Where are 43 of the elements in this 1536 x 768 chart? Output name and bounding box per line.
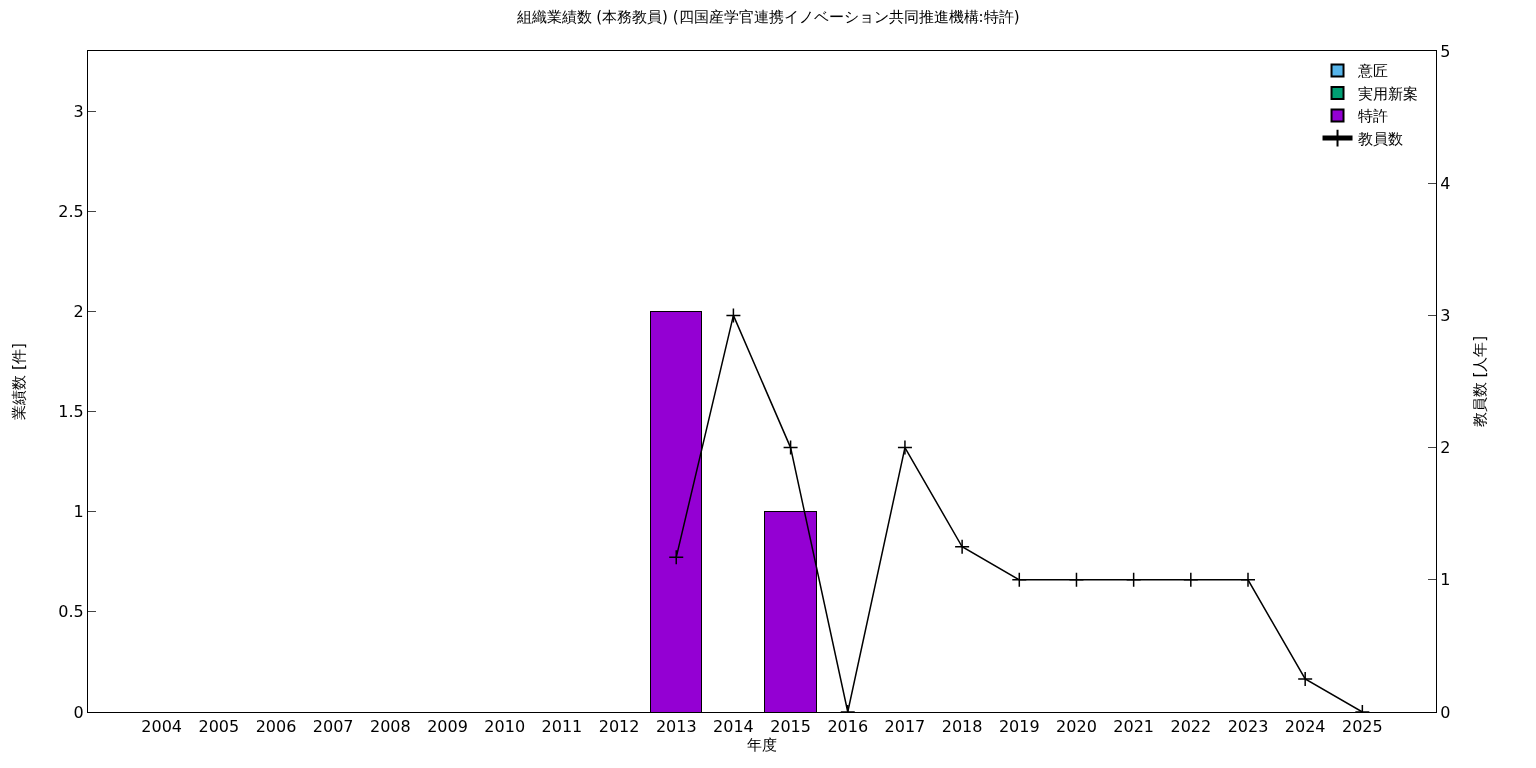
x-tick-label: 2022 (1170, 717, 1212, 737)
x-tick-label: 2025 (1341, 717, 1383, 737)
y2-axis-title: 教員数 [人年] (1471, 335, 1490, 428)
y2-tick-label: 5 (1440, 41, 1451, 61)
x-tick-label: 2008 (369, 717, 411, 737)
x-tick-label: 2014 (713, 717, 754, 737)
legend-label: 特許 (1357, 107, 1388, 126)
y2-tick-label: 3 (1440, 306, 1451, 325)
x-tick-label: 2016 (827, 717, 869, 737)
y-tick-label: 1.5 (58, 402, 84, 422)
x-tick-label: 2021 (1113, 717, 1155, 737)
y-tick-label: 3 (73, 101, 84, 121)
y2-tick-label: 2 (1440, 438, 1451, 458)
y-axis-title: 業績数 [件] (9, 343, 28, 420)
y2-tick-label: 1 (1440, 570, 1451, 590)
legend-label: 意匠 (1356, 62, 1388, 81)
x-tick-label: 2006 (255, 717, 297, 737)
x-tick-label: 2007 (312, 717, 354, 737)
y-tick-label: 2.5 (58, 201, 84, 221)
x-tick-label: 2024 (1284, 717, 1326, 737)
legend-label: 教員数 (1357, 129, 1403, 148)
y2-tick-label: 0 (1440, 702, 1451, 722)
x-tick-label: 2012 (598, 717, 640, 737)
x-tick-label: 2023 (1227, 717, 1269, 737)
x-tick-label: 2004 (141, 717, 183, 737)
x-tick-label: 2011 (541, 717, 583, 737)
x-tick-label: 2020 (1056, 717, 1097, 737)
x-tick-label: 2009 (427, 717, 468, 737)
y-tick-label: 0 (73, 702, 84, 722)
chart-title: 組織業績数 (本務教員) (四国産学官連携イノベーション共同推進機構:特許) (515, 8, 1020, 27)
x-tick-label: 2013 (655, 717, 697, 737)
y-tick-label: 1 (73, 502, 84, 522)
x-axis-title: 年度 (747, 736, 777, 755)
x-tick-label: 2018 (941, 717, 983, 737)
x-tick-label: 2005 (198, 717, 240, 737)
x-tick-label: 2015 (770, 717, 811, 737)
y2-tick-label: 4 (1440, 173, 1451, 193)
x-tick-label: 2019 (998, 717, 1040, 737)
x-tick-label: 2017 (884, 717, 926, 737)
y-tick-label: 2 (73, 301, 84, 321)
legend-label: 実用新案 (1357, 84, 1418, 103)
y-tick-label: 0.5 (58, 602, 84, 622)
x-tick-label: 2010 (484, 717, 526, 737)
